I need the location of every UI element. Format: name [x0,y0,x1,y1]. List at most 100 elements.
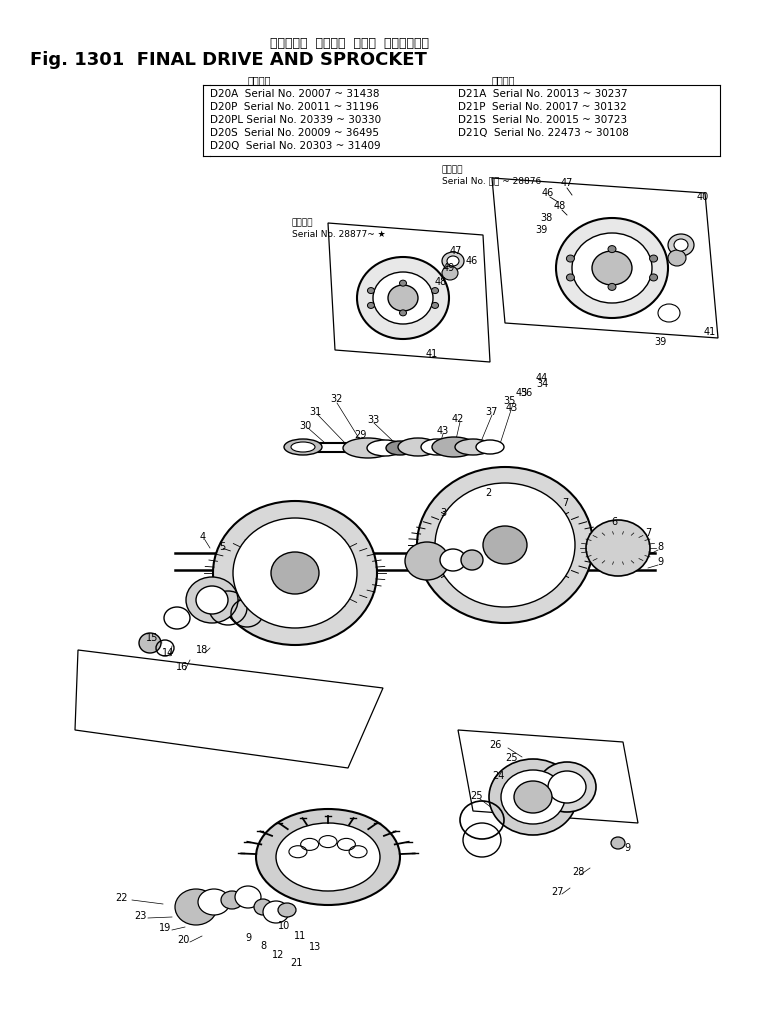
Ellipse shape [263,901,289,923]
Text: D20S  Serial No. 20009 ~ 36495: D20S Serial No. 20009 ~ 36495 [210,128,379,138]
Text: 9: 9 [624,843,630,853]
Text: 15: 15 [146,633,158,642]
Text: 9: 9 [657,557,663,567]
Ellipse shape [501,770,565,824]
Text: 37: 37 [486,407,498,417]
Text: 29: 29 [354,430,366,439]
Text: 7: 7 [645,528,651,538]
Ellipse shape [284,439,322,455]
Text: 3: 3 [440,508,446,518]
Text: 45: 45 [516,388,528,398]
Text: 49: 49 [443,263,455,273]
Ellipse shape [405,542,449,580]
Ellipse shape [400,280,407,286]
Ellipse shape [668,250,686,266]
Text: 23: 23 [134,911,146,921]
Text: D21A  Serial No. 20013 ~ 30237: D21A Serial No. 20013 ~ 30237 [458,89,628,99]
Ellipse shape [586,520,650,576]
Ellipse shape [357,257,449,339]
Text: 25: 25 [471,791,483,801]
Ellipse shape [276,823,380,891]
Text: 38: 38 [540,213,552,223]
Ellipse shape [386,441,414,455]
Text: 48: 48 [554,201,566,211]
Ellipse shape [650,274,658,281]
Text: 9: 9 [245,933,251,943]
Ellipse shape [461,550,483,570]
Text: 43: 43 [437,426,449,436]
Ellipse shape [650,255,658,262]
Ellipse shape [343,438,393,458]
Ellipse shape [367,287,375,293]
Ellipse shape [572,233,652,303]
Ellipse shape [548,771,586,803]
Ellipse shape [483,526,527,564]
Ellipse shape [278,903,296,917]
Text: 28: 28 [572,867,584,877]
Text: 40: 40 [697,192,709,202]
Ellipse shape [291,442,315,452]
Text: Serial No. 28877~ ★: Serial No. 28877~ ★ [292,230,386,239]
Text: D20PL Serial No. 20339 ~ 30330: D20PL Serial No. 20339 ~ 30330 [210,115,381,125]
Text: 19: 19 [159,923,171,933]
Text: 適用号機: 適用号機 [492,75,516,85]
Ellipse shape [186,577,238,623]
Text: D20A  Serial No. 20007 ~ 31438: D20A Serial No. 20007 ~ 31438 [210,89,379,99]
Ellipse shape [254,899,272,915]
Ellipse shape [556,218,668,318]
Text: 32: 32 [331,394,343,404]
Text: 22: 22 [116,893,128,903]
Ellipse shape [440,549,466,571]
Text: D21Q  Serial No. 22473 ~ 30108: D21Q Serial No. 22473 ~ 30108 [458,128,629,138]
Text: 33: 33 [367,415,379,425]
Ellipse shape [674,239,688,251]
Ellipse shape [417,467,593,623]
Ellipse shape [367,439,403,456]
Text: 44: 44 [536,373,548,383]
Ellipse shape [476,439,504,454]
Text: 8: 8 [260,941,266,951]
Text: 4: 4 [200,532,206,542]
Ellipse shape [398,438,438,456]
Ellipse shape [489,759,577,835]
Ellipse shape [256,809,400,905]
Ellipse shape [388,285,418,311]
Ellipse shape [608,246,616,253]
Text: 39: 39 [654,337,666,347]
Ellipse shape [235,886,261,908]
Text: 5: 5 [219,542,225,552]
Ellipse shape [668,234,694,256]
Text: 10: 10 [278,921,290,931]
Ellipse shape [431,302,438,309]
Text: 25: 25 [506,753,519,763]
Ellipse shape [373,272,433,324]
Ellipse shape [400,310,407,316]
Text: ファイナル  ドライブ  および  スプロケット: ファイナル ドライブ および スプロケット [270,37,429,50]
Text: 13: 13 [309,942,321,952]
Text: D20P  Serial No. 20011 ~ 31196: D20P Serial No. 20011 ~ 31196 [210,102,378,112]
Ellipse shape [421,439,453,455]
Ellipse shape [432,437,476,457]
Text: 35: 35 [504,396,516,406]
Text: 2: 2 [485,488,491,498]
Text: 46: 46 [466,256,478,266]
Text: 43: 43 [506,403,518,413]
Text: 46: 46 [542,188,554,198]
Ellipse shape [175,889,217,925]
Text: 24: 24 [492,771,504,781]
Text: D21P  Serial No. 20017 ~ 30132: D21P Serial No. 20017 ~ 30132 [458,102,627,112]
Ellipse shape [514,781,552,813]
Ellipse shape [611,837,625,849]
Text: D21S  Serial No. 20015 ~ 30723: D21S Serial No. 20015 ~ 30723 [458,115,627,125]
Ellipse shape [455,439,491,455]
Ellipse shape [431,287,438,293]
Ellipse shape [367,302,375,309]
Ellipse shape [221,891,243,909]
Text: 36: 36 [520,388,532,398]
Ellipse shape [442,252,464,270]
Text: 41: 41 [426,349,438,359]
Text: 42: 42 [452,414,464,424]
Ellipse shape [538,762,596,812]
Ellipse shape [213,501,377,645]
Text: 12: 12 [272,950,284,960]
